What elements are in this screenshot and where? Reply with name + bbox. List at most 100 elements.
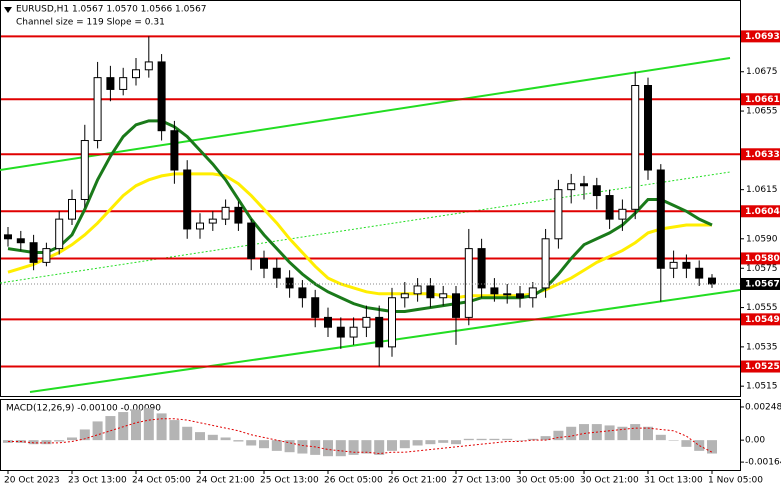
candle-body — [106, 77, 115, 90]
current-price-box — [741, 277, 780, 290]
candle-body — [119, 77, 128, 90]
macd-bar — [220, 437, 231, 441]
macd-bar — [131, 409, 141, 441]
macd-bar — [617, 426, 628, 441]
trend-line — [29, 289, 741, 393]
candle-body — [16, 238, 25, 244]
candle-body — [375, 316, 384, 348]
candle-body — [208, 218, 217, 224]
macd-bar — [54, 440, 65, 442]
macd-bar — [259, 440, 269, 449]
level-box — [741, 148, 780, 161]
level-box — [741, 205, 780, 218]
macd-bar — [182, 426, 193, 441]
candle-body — [592, 185, 601, 197]
x-tick-label: 27 Oct 13:00 — [452, 476, 511, 486]
candle-body — [618, 208, 627, 220]
candle-body — [490, 287, 499, 295]
header-channel: Channel size = 119 Slope = 0.31 — [16, 18, 165, 28]
candle-body — [157, 61, 166, 132]
candle-body — [464, 248, 473, 318]
moving-average — [7, 172, 712, 300]
candle-body — [413, 285, 422, 295]
candle-body — [247, 222, 256, 259]
y-tick-label: 1.0575 — [746, 264, 778, 274]
macd-bar — [438, 440, 449, 443]
macd-bar — [233, 440, 244, 442]
candle-body — [298, 287, 307, 299]
macd-bar — [92, 421, 103, 441]
macd-bar — [323, 440, 333, 457]
candle-body — [400, 293, 409, 299]
x-tick-label: 30 Oct 21:00 — [580, 476, 639, 486]
candle-body — [324, 316, 332, 328]
macd-bar — [463, 438, 474, 441]
macd-bar — [374, 440, 385, 455]
candle-body — [260, 257, 268, 269]
level-label: 1.0580 — [745, 254, 780, 264]
x-tick-label: 1 Nov 05:00 — [708, 476, 763, 486]
candle-body — [68, 198, 76, 220]
candle-body — [503, 293, 512, 296]
macd-bar — [105, 416, 116, 441]
level-box — [741, 360, 780, 373]
macd-bar — [79, 429, 90, 441]
macd-bar — [297, 440, 308, 454]
x-tick-label: 30 Oct 05:00 — [516, 476, 575, 486]
macd-bar — [335, 440, 346, 457]
header-symbol: EURUSD,H1 1.0567 1.0570 1.0566 1.0567 — [16, 5, 207, 15]
level-label: 1.0549 — [745, 315, 780, 325]
candle-body — [234, 206, 243, 224]
macd-bar — [566, 426, 577, 441]
macd-bar — [348, 440, 359, 455]
macd-bar — [579, 424, 589, 441]
x-tick-label: 26 Oct 05:00 — [324, 476, 383, 486]
macd-bar — [41, 440, 52, 445]
level-label: 1.0693 — [745, 32, 780, 42]
main-panel — [0, 0, 741, 397]
level-box — [741, 252, 780, 265]
macd-bar — [207, 434, 218, 441]
candle-body — [452, 293, 460, 318]
candle-body — [554, 189, 563, 240]
current-price-label: 1.0567 — [745, 279, 780, 289]
x-tick-label: 20 Oct 2023 — [4, 476, 60, 486]
x-tick-label: 23 Oct 13:00 — [68, 476, 127, 486]
y-tick-label: 1.0615 — [746, 185, 778, 195]
macd-bar — [195, 432, 205, 441]
trend-line-mid — [0, 171, 731, 284]
macd-bar — [604, 425, 615, 441]
y-tick-label: 1.0535 — [746, 342, 778, 352]
level-label: 1.0604 — [745, 207, 780, 217]
candle-body — [196, 222, 204, 230]
macd-bar — [476, 438, 487, 441]
candle-body — [439, 293, 448, 299]
candle-body — [170, 130, 179, 171]
macd-bar — [668, 440, 679, 441]
x-tick-label: 24 Oct 21:00 — [196, 476, 255, 486]
candle-body — [388, 297, 396, 348]
macd-bar — [387, 440, 397, 451]
macd-bar — [284, 440, 295, 453]
macd-bar — [540, 436, 551, 441]
macd-panel — [0, 399, 741, 471]
macd-bar — [412, 440, 423, 446]
level-box — [741, 313, 780, 326]
macd-bar — [451, 440, 461, 445]
macd-bar — [246, 440, 257, 446]
candle-body — [528, 287, 537, 299]
macd-bar — [707, 440, 717, 454]
macd-bar — [67, 437, 77, 441]
candle-body — [656, 169, 665, 269]
macd-bar — [681, 440, 692, 447]
macd-bar — [643, 426, 653, 441]
candle-body — [580, 183, 588, 187]
macd-bar — [489, 438, 500, 441]
candle-body — [644, 85, 652, 171]
y-tick-label: 1.0675 — [746, 67, 778, 77]
macd-bar — [655, 434, 666, 441]
x-tick-label: 31 Oct 13:00 — [644, 476, 703, 486]
candle-body — [42, 248, 51, 263]
